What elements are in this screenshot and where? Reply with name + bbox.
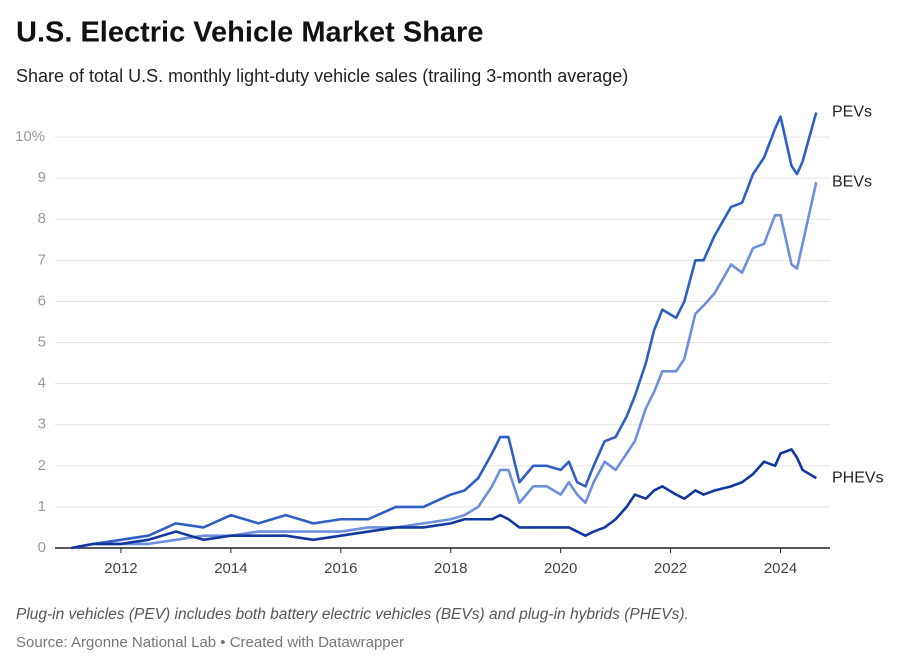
chart-note: Plug-in vehicles (PEV) includes both bat… xyxy=(16,606,689,623)
y-tick-label: 10% xyxy=(15,128,45,145)
y-tick-label: 9 xyxy=(38,169,46,186)
y-tick-label: 7 xyxy=(38,251,46,268)
series-label: PEVs xyxy=(832,104,872,121)
y-tick-label: 2 xyxy=(38,457,46,474)
y-tick-label: 6 xyxy=(38,292,46,309)
series-line xyxy=(71,182,818,550)
y-tick-label: 8 xyxy=(38,210,46,227)
series-label: BEVs xyxy=(832,174,872,191)
y-tick-label: 4 xyxy=(38,375,46,392)
x-tick-label: 2012 xyxy=(104,560,137,577)
series-line xyxy=(71,112,818,550)
y-tick-label: 1 xyxy=(38,498,46,515)
x-tick-label: 2020 xyxy=(544,560,577,577)
x-tick-label: 2022 xyxy=(654,560,687,577)
series-label: PHEVs xyxy=(832,469,884,486)
y-tick-label: 3 xyxy=(38,416,46,433)
series-line xyxy=(71,448,817,550)
chart-source: Source: Argonne National Lab • Created w… xyxy=(16,634,404,651)
x-tick-label: 2024 xyxy=(764,560,797,577)
y-tick-label: 5 xyxy=(38,334,46,351)
y-tick-label: 0 xyxy=(38,539,46,556)
chart-title: U.S. Electric Vehicle Market Share xyxy=(16,17,483,49)
x-tick-label: 2018 xyxy=(434,560,467,577)
x-tick-label: 2014 xyxy=(214,560,247,577)
x-tick-label: 2016 xyxy=(324,560,357,577)
chart-subtitle: Share of total U.S. monthly light-duty v… xyxy=(16,66,628,86)
